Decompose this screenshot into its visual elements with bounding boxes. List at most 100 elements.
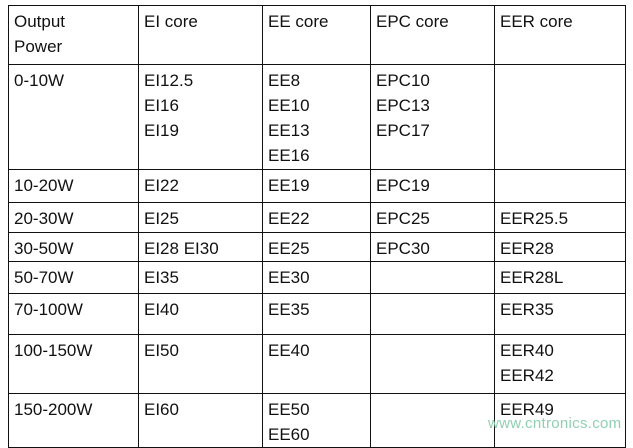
table-cell: 10-20W bbox=[8, 169, 139, 203]
table-cell: EE30 bbox=[262, 261, 371, 294]
table-cell bbox=[370, 261, 495, 294]
table-row: 0-10W EI12.5 EI16 EI19 EE8 EE10 EE13 EE16 EPC10 E… bbox=[8, 64, 626, 170]
table-cell: EI core bbox=[138, 5, 263, 65]
cell-text: 70-100W bbox=[14, 300, 83, 319]
cell-text: 30-50W bbox=[14, 239, 74, 258]
table-row: 10-20W EI22 EE19 EPC19 bbox=[8, 169, 626, 203]
table-cell: EER25.5 bbox=[494, 202, 626, 233]
cell-text: EE25 bbox=[268, 239, 310, 258]
table-cell: EPC core bbox=[370, 5, 495, 65]
table-row: 70-100W EI40 EE35 EER35 bbox=[8, 293, 626, 335]
table-cell bbox=[370, 293, 495, 335]
cell-text: EPC19 bbox=[376, 176, 430, 195]
cell-text: 50-70W bbox=[14, 268, 74, 287]
table-cell: EPC30 bbox=[370, 232, 495, 262]
table-cell: 0-10W bbox=[8, 64, 139, 170]
cell-text: EI35 bbox=[144, 268, 179, 287]
cell-text: EE40 bbox=[268, 341, 310, 360]
cell-text: EE13 bbox=[268, 121, 310, 140]
table-cell bbox=[494, 169, 626, 203]
table-cell: EI35 bbox=[138, 261, 263, 294]
table-cell: EER28L bbox=[494, 261, 626, 294]
cell-text: EI core bbox=[144, 12, 198, 31]
table-cell: EE8 EE10 EE13 EE16 bbox=[262, 64, 371, 170]
table-cell: EER core bbox=[494, 5, 626, 65]
cell-text: EER49 bbox=[500, 400, 554, 419]
cell-text: EPC13 bbox=[376, 96, 430, 115]
cell-text: EPC17 bbox=[376, 121, 430, 140]
table-row: 150-200W EI60 EE50 EE60 EER49 bbox=[8, 393, 626, 448]
watermark: www.cntronics.com bbox=[488, 415, 622, 432]
cell-text: Power bbox=[14, 37, 63, 56]
table-row: 50-70W EI35 EE30 EER28L bbox=[8, 261, 626, 294]
table-cell bbox=[370, 334, 495, 394]
cell-text: EE50 bbox=[268, 400, 310, 419]
cell-text: EE60 bbox=[268, 425, 310, 444]
cell-text: EE8 bbox=[268, 71, 301, 90]
table-cell: 70-100W bbox=[8, 293, 139, 335]
table-cell: EI60 bbox=[138, 393, 263, 448]
table-cell: EE40 bbox=[262, 334, 371, 394]
table-cell: EE core bbox=[262, 5, 371, 65]
cell-text: Output bbox=[14, 12, 66, 31]
header-row: Output Power EI core EE core EPC core EER cor… bbox=[8, 5, 626, 65]
cell-text: EER28 bbox=[500, 239, 554, 258]
cell-text: EI60 bbox=[144, 400, 179, 419]
cell-text: EE19 bbox=[268, 176, 310, 195]
table-body: Output Power EI core EE core EPC core EER cor… bbox=[8, 5, 626, 448]
table-cell bbox=[370, 393, 495, 448]
table-cell: EE22 bbox=[262, 202, 371, 233]
cell-text: EE35 bbox=[268, 300, 310, 319]
core-table: Output Power EI core EE core EPC core EER cor… bbox=[8, 5, 626, 448]
table-cell: EE50 EE60 bbox=[262, 393, 371, 448]
table-cell: EER35 bbox=[494, 293, 626, 335]
table-cell: 100-150W bbox=[8, 334, 139, 394]
table-cell: 20-30W bbox=[8, 202, 139, 233]
cell-text: EI28 EI30 bbox=[144, 239, 219, 258]
cell-text: EPC25 bbox=[376, 209, 430, 228]
cell-text: EI22 bbox=[144, 176, 179, 195]
table-row: 20-30W EI25 EE22 EPC25 EER25.5 bbox=[8, 202, 626, 233]
cell-text: EE core bbox=[268, 12, 329, 31]
cell-text: EPC core bbox=[376, 12, 449, 31]
table-cell: EI22 bbox=[138, 169, 263, 203]
table-cell: EER49 bbox=[494, 393, 626, 448]
table-row: 100-150W EI50 EE40 EER40 EER42 bbox=[8, 334, 626, 394]
cell-text: EER40 bbox=[500, 341, 554, 360]
cell-text: 100-150W bbox=[14, 341, 93, 360]
cell-text: EI16 bbox=[144, 96, 179, 115]
table-cell: EI28 EI30 bbox=[138, 232, 263, 262]
table-row: 30-50W EI28 EI30 EE25 EPC30 EER28 bbox=[8, 232, 626, 262]
table-cell: Output Power bbox=[8, 5, 139, 65]
cell-text: EER42 bbox=[500, 366, 554, 385]
cell-text: EPC30 bbox=[376, 239, 430, 258]
table-cell: EPC25 bbox=[370, 202, 495, 233]
cell-text: 0-10W bbox=[14, 71, 65, 90]
table-cell bbox=[494, 64, 626, 170]
table-cell: EPC10 EPC13 EPC17 bbox=[370, 64, 495, 170]
cell-text: EE16 bbox=[268, 146, 310, 165]
cell-text: EI40 bbox=[144, 300, 179, 319]
cell-text: EE22 bbox=[268, 209, 310, 228]
table-cell: EER28 bbox=[494, 232, 626, 262]
cell-text: EE30 bbox=[268, 268, 310, 287]
table-cell: EI25 bbox=[138, 202, 263, 233]
table-cell: EI12.5 EI16 EI19 bbox=[138, 64, 263, 170]
table-cell: EE25 bbox=[262, 232, 371, 262]
table-cell: 50-70W bbox=[8, 261, 139, 294]
cell-text: EER core bbox=[500, 12, 573, 31]
table-cell: 30-50W bbox=[8, 232, 139, 262]
table-cell: EPC19 bbox=[370, 169, 495, 203]
cell-text: EPC10 bbox=[376, 71, 430, 90]
cell-text: 10-20W bbox=[14, 176, 74, 195]
table-cell: EI40 bbox=[138, 293, 263, 335]
cell-text: EI19 bbox=[144, 121, 179, 140]
cell-text: 150-200W bbox=[14, 400, 93, 419]
cell-text: EER28L bbox=[500, 268, 564, 287]
cell-text: EER35 bbox=[500, 300, 554, 319]
cell-text: EI12.5 bbox=[144, 71, 194, 90]
table-cell: EE35 bbox=[262, 293, 371, 335]
cell-text: EI25 bbox=[144, 209, 179, 228]
cell-text: EER25.5 bbox=[500, 209, 569, 228]
